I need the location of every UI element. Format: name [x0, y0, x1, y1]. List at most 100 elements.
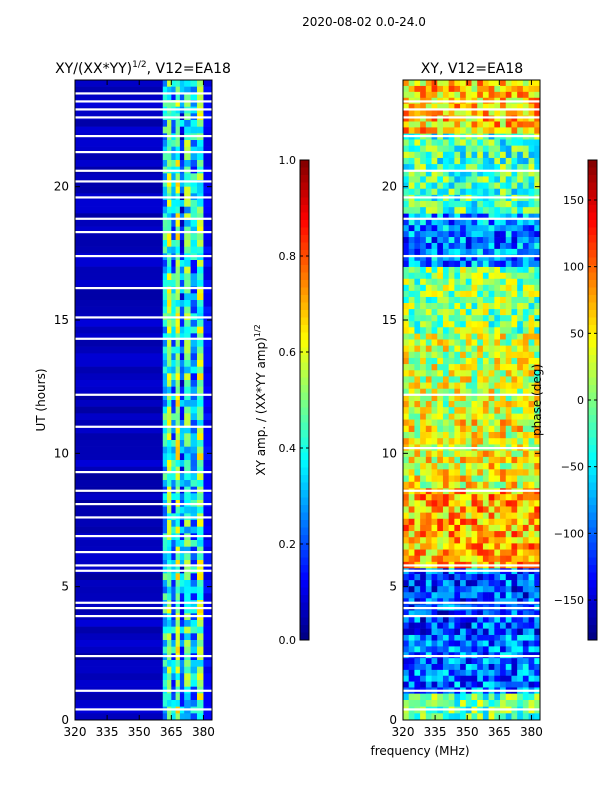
heatmap-cell [442, 231, 449, 238]
heatmap-cell [494, 664, 501, 671]
heatmap-cell [442, 401, 449, 408]
heatmap-cell [425, 164, 432, 171]
heatmap-cell [171, 700, 176, 707]
heatmap-cell [75, 593, 164, 601]
heatmap-cell [442, 296, 449, 304]
heatmap-cell [431, 109, 438, 116]
heatmap-cell [482, 512, 489, 520]
heatmap-cell [454, 260, 461, 267]
heatmap-cell [437, 518, 444, 526]
heatmap-cell [505, 413, 512, 420]
heatmap-cell [197, 673, 204, 681]
heatmap-cell [408, 80, 415, 87]
heatmap-cell [534, 284, 541, 292]
colorbar-segment [300, 467, 309, 476]
data-gap-line [403, 607, 540, 610]
heatmap-cell [448, 145, 455, 153]
heatmap-cell [167, 173, 172, 181]
heatmap-cell [442, 321, 449, 328]
heatmap-cell [420, 151, 427, 159]
heatmap-cell [528, 425, 535, 433]
heatmap-cell [460, 237, 467, 244]
heatmap-cell [482, 109, 489, 116]
heatmap-cell [471, 669, 478, 677]
heatmap-cell [528, 574, 535, 581]
heatmap-cell [408, 407, 415, 414]
heatmap-cell [500, 225, 507, 232]
heatmap-cell [190, 586, 198, 594]
heatmap-cell [482, 290, 489, 298]
heatmap-cell [494, 592, 501, 599]
heatmap-cell [442, 266, 449, 274]
heatmap-cell [420, 580, 427, 587]
heatmap-cell [179, 646, 185, 654]
heatmap-cell [408, 549, 415, 556]
heatmap-cell [465, 164, 472, 171]
heatmap-cell [482, 333, 489, 340]
heatmap-cell [482, 469, 489, 476]
heatmap-cell [162, 153, 168, 161]
heatmap-cell [454, 693, 461, 701]
heatmap-cell [167, 620, 172, 627]
heatmap-cell [179, 360, 185, 367]
heatmap-cell [203, 673, 213, 681]
heatmap-cell [488, 303, 495, 310]
heatmap-cell [517, 610, 524, 617]
heatmap-cell [167, 420, 172, 427]
heatmap-cell [477, 622, 484, 629]
heatmap-cell [517, 376, 524, 383]
heatmap-cell [505, 109, 512, 116]
heatmap-cell [477, 121, 484, 128]
heatmap-cell [477, 549, 484, 556]
heatmap-cell [425, 351, 432, 359]
heatmap-cell [528, 207, 535, 214]
heatmap-cell [477, 309, 484, 316]
heatmap-cell [511, 524, 518, 532]
heatmap-cell [488, 278, 495, 286]
heatmap-cell [528, 339, 535, 346]
heatmap-cell [448, 121, 455, 128]
heatmap-cell [75, 240, 164, 247]
data-gap-line [75, 615, 212, 618]
heatmap-cell [420, 463, 427, 470]
heatmap-cell [431, 506, 438, 513]
heatmap-cell [534, 219, 541, 226]
heatmap-cell [167, 180, 172, 187]
heatmap-cell [431, 176, 438, 183]
heatmap-cell [534, 164, 541, 171]
heatmap-cell [471, 91, 478, 99]
x-tick-label: 365 [488, 725, 511, 739]
heatmap-cell [442, 549, 449, 556]
heatmap-cell [403, 315, 410, 322]
heatmap-cell [408, 675, 415, 682]
heatmap-cell [420, 207, 427, 214]
heatmap-cell [517, 231, 524, 238]
heatmap-cell [534, 512, 541, 520]
heatmap-cell [171, 293, 176, 301]
heatmap-cell [414, 315, 421, 322]
heatmap-cell [482, 438, 489, 445]
heatmap-cell [437, 512, 444, 520]
heatmap-cell [454, 432, 461, 439]
heatmap-cell [190, 266, 198, 274]
heatmap-cell [425, 157, 432, 165]
heatmap-cell [179, 453, 185, 461]
heatmap-cell [448, 469, 455, 476]
heatmap-cell [460, 345, 467, 353]
heatmap-cell [465, 628, 472, 635]
heatmap-cell [534, 109, 541, 116]
heatmap-cell [505, 401, 512, 408]
heatmap-cell [414, 170, 421, 177]
colorbar-segment [588, 415, 597, 423]
heatmap-cell [448, 456, 455, 464]
heatmap-cell [431, 115, 438, 122]
heatmap-cell [425, 524, 432, 532]
heatmap-cell [511, 309, 518, 316]
heatmap-cell [534, 463, 541, 470]
heatmap-cell [167, 126, 172, 134]
heatmap-cell [442, 225, 449, 232]
heatmap-cell [534, 681, 541, 688]
data-gap-line [75, 425, 212, 428]
heatmap-cell [522, 646, 529, 653]
heatmap-cell [197, 373, 204, 381]
